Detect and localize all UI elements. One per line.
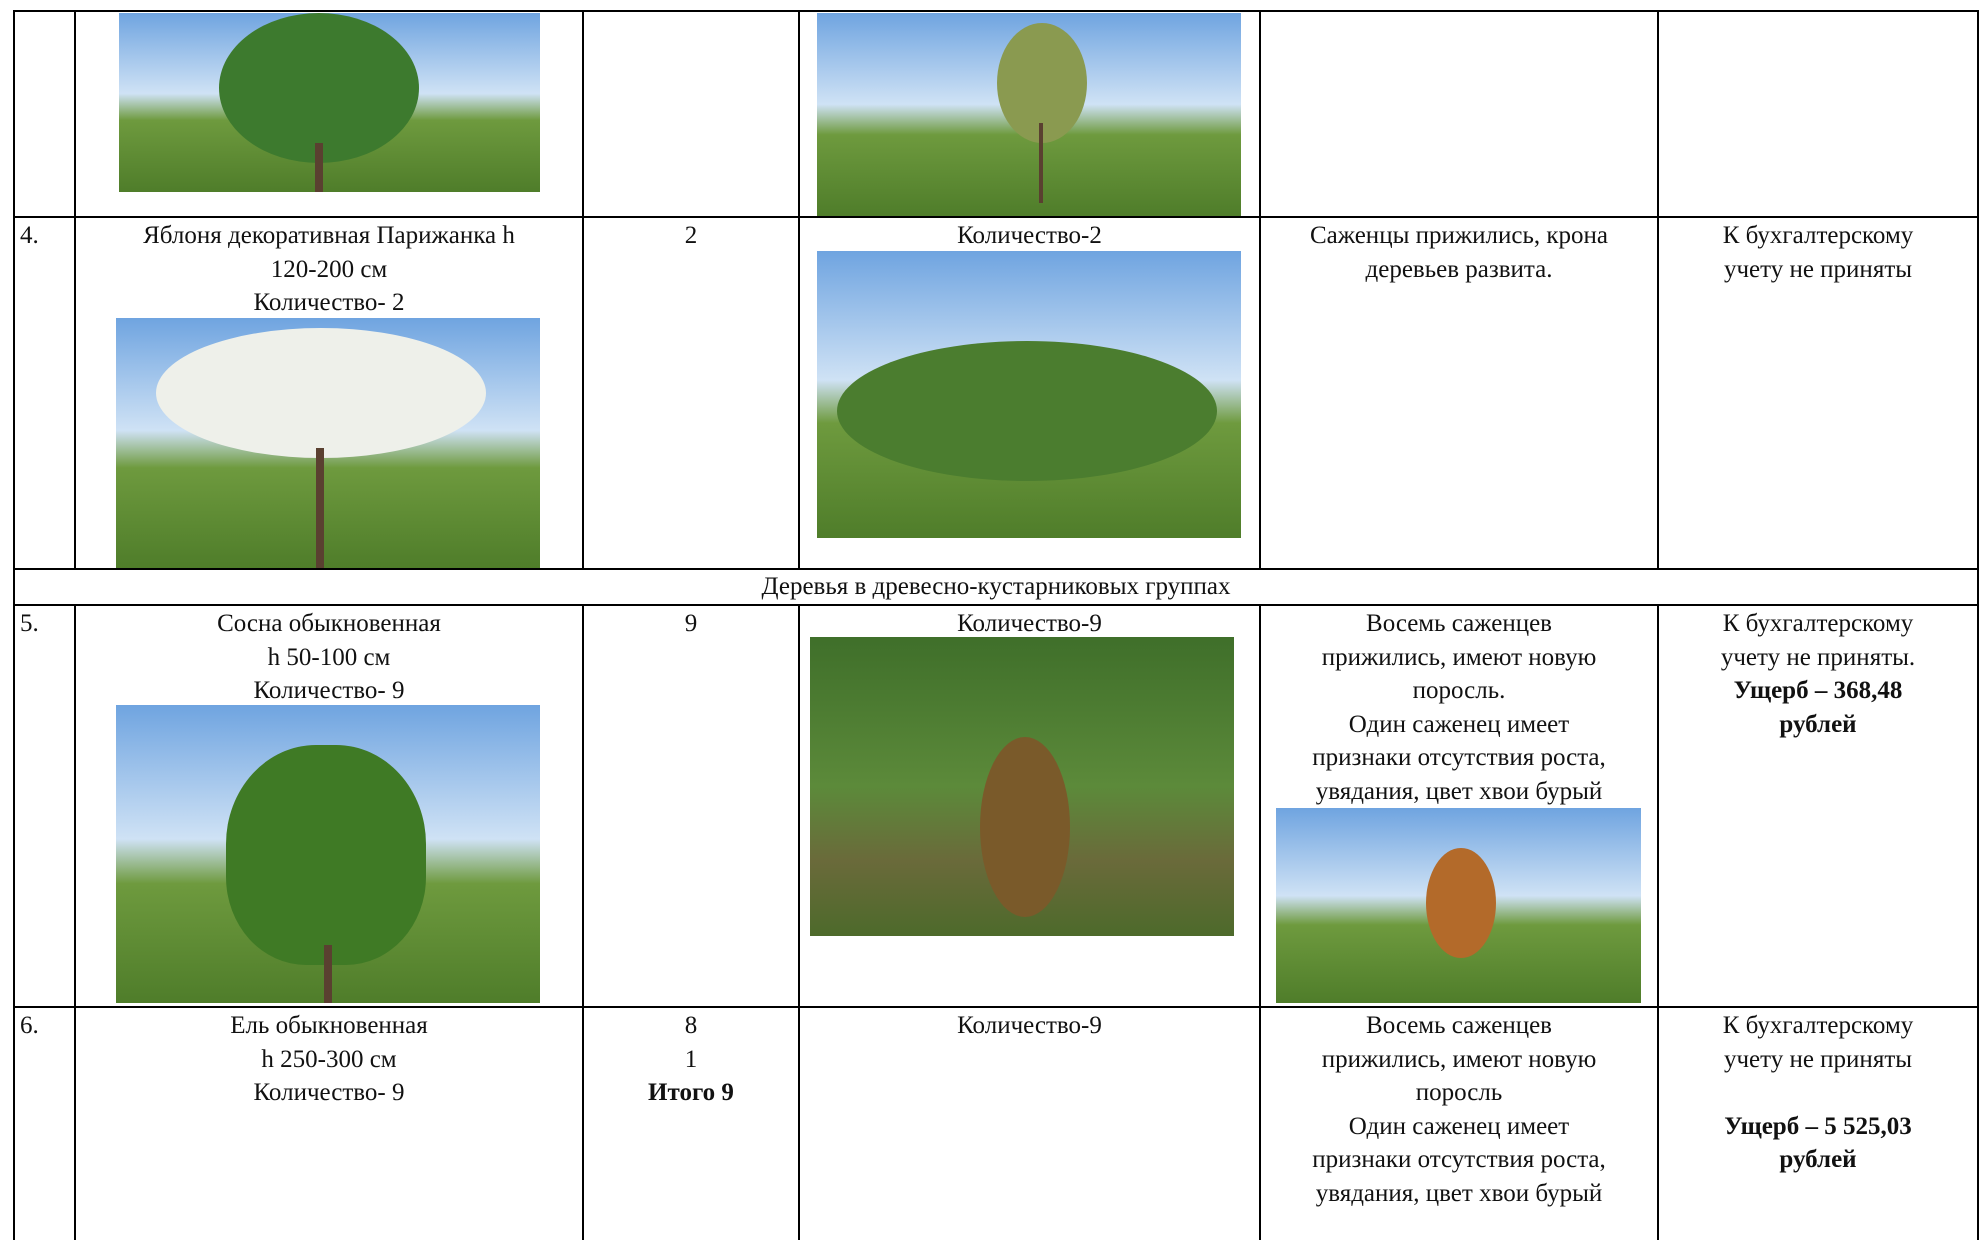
photo-caption: Количество-2 [957,222,1102,249]
photo [810,637,1234,936]
rule [13,10,1979,12]
planted: 8 1 Итого 9 [648,1012,734,1106]
section-title: Деревья в древесно-кустарниковых группах [761,573,1231,600]
photo [1276,808,1641,1003]
accounting: К бухгалтерскому учету не приняты. Ущерб … [1720,610,1916,738]
rule [582,10,584,568]
plant-name: Яблоня декоративная Парижанка h 120-200 с… [143,222,515,316]
condition: Восемь саженцев прижились, имеют новую пор… [1312,610,1606,805]
rule [13,1006,1979,1008]
rule [1259,10,1261,568]
rule [1977,10,1979,1240]
plant-name: Ель обыкновенная h 250-300 см Количество- … [230,1012,428,1106]
row-number: 4. [20,222,39,249]
plant-name: Сосна обыкновенная h 50-100 см Количество-… [217,610,441,704]
rule [74,604,76,1240]
photo [116,705,540,1003]
row-number: 5. [20,610,39,637]
row-number: 6. [20,1012,39,1039]
photo [119,13,540,192]
rule [1657,10,1659,568]
rule [13,216,1979,218]
photo-caption: Количество-9 [957,610,1102,637]
photo-caption: Количество-9 [957,1012,1102,1039]
rule [798,604,800,1240]
rule [1259,604,1261,1240]
planted: 9 [684,610,698,637]
rule [74,10,76,568]
photo [817,251,1241,538]
rule [13,604,1979,606]
condition: Восемь саженцев прижились, имеют новую пор… [1312,1012,1606,1207]
accounting: К бухгалтерскому учету не приняты [1722,222,1914,283]
photo [817,13,1241,216]
accounting: К бухгалтерскому учету не приняты Ущерб –… [1722,1012,1914,1173]
rule [13,10,15,1240]
rule [1657,604,1659,1240]
condition: Саженцы прижились, крона деревьев развита… [1310,222,1608,283]
photo [116,318,540,568]
planted: 2 [684,222,698,249]
rule [13,568,1979,570]
rule [582,604,584,1240]
rule [798,10,800,568]
